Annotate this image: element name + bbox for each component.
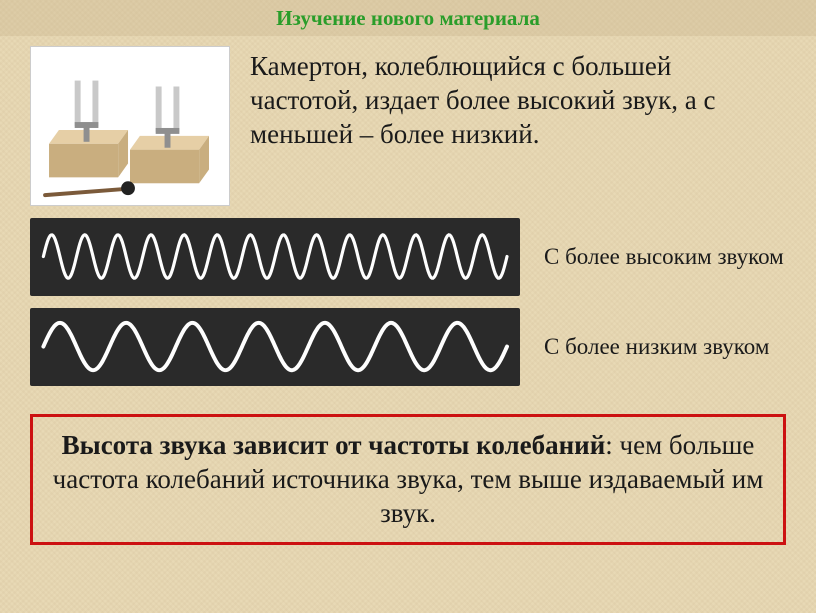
wave-low-graphic xyxy=(30,308,520,386)
top-row: Камертон, колеблющийся с большей частото… xyxy=(0,36,816,206)
tuning-fork-illustration xyxy=(30,46,230,206)
wave-high-label: С более высоким звуком xyxy=(544,244,784,270)
wave-high-graphic xyxy=(30,218,520,296)
wave-low-label: С более низким звуком xyxy=(544,334,769,360)
conclusion-text: Высота звука зависит от частоты колебани… xyxy=(47,429,769,530)
conclusion-box: Высота звука зависит от частоты колебани… xyxy=(30,414,786,545)
header-band: Изучение нового материала xyxy=(0,0,816,36)
wave-row-low: С более низким звуком xyxy=(0,296,816,386)
conclusion-bold: Высота звука зависит от частоты колебани… xyxy=(62,430,606,460)
main-paragraph: Камертон, колеблющийся с большей частото… xyxy=(250,46,786,206)
wave-row-high: С более высоким звуком xyxy=(0,206,816,296)
slide-title: Изучение нового материала xyxy=(276,6,540,31)
